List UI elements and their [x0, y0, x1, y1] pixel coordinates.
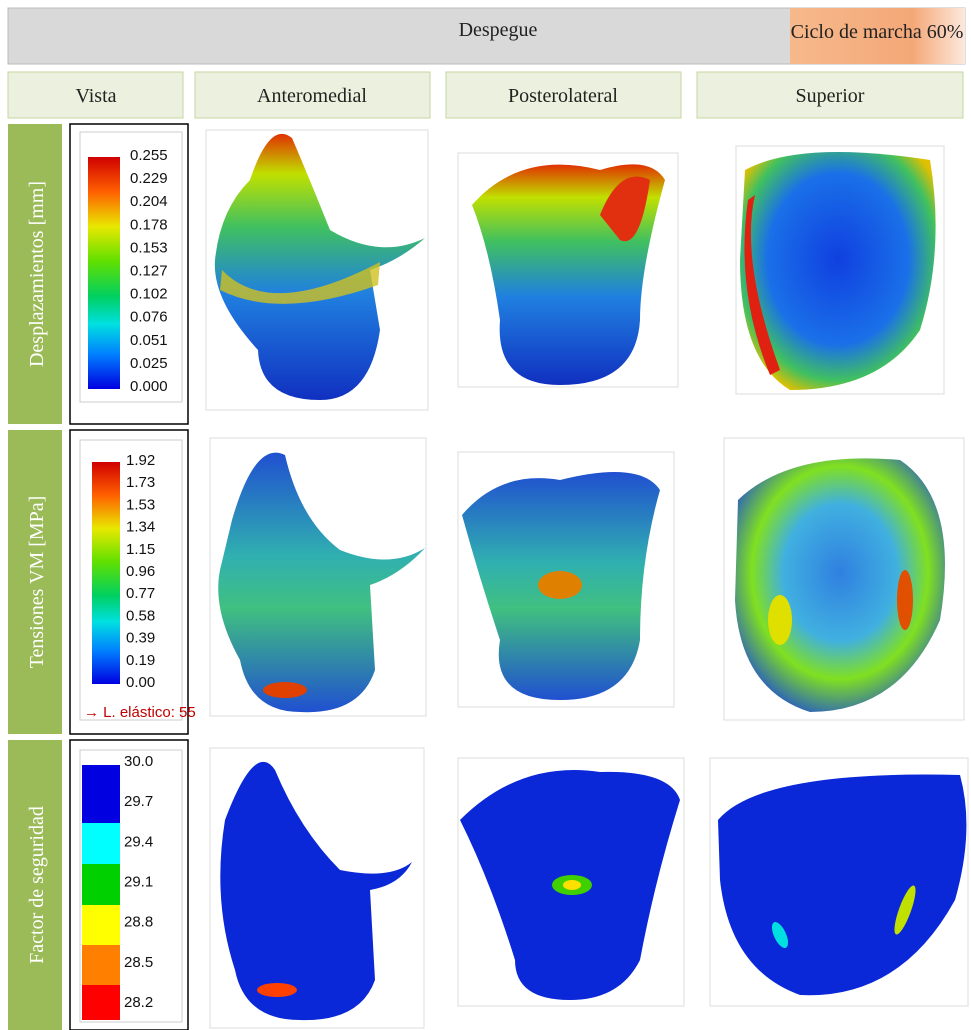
legend-tick-label: 0.051	[130, 332, 168, 349]
legend-tick-label: 29.1	[124, 873, 153, 890]
legend-tick-label: 1.15	[126, 541, 155, 558]
legend-tick-label: 0.178	[130, 216, 168, 233]
header-title: Despegue	[459, 19, 538, 41]
column-header: Posterolateral	[508, 85, 618, 107]
legend-tick-label: 0.076	[130, 309, 168, 326]
legend-tick-label: 1.34	[126, 519, 155, 536]
legend-tick-label: 0.39	[126, 630, 155, 647]
header-badge: Ciclo de marcha 60%	[791, 21, 964, 43]
legend-tick-label: 30.0	[124, 753, 153, 770]
legend-tick-label: 0.96	[126, 563, 155, 580]
row-label: Desplazamientos [mm]	[26, 181, 48, 367]
figure: Despegue Ciclo de marcha 60% Vista Anter…	[0, 0, 971, 1030]
column-header: Anteromedial	[257, 85, 367, 107]
color-bar	[88, 157, 120, 389]
color-bar	[92, 462, 120, 684]
legend-tick-label: 29.4	[124, 833, 153, 850]
row-label: Factor de seguridad	[26, 806, 48, 964]
legend-tick-label: 29.7	[124, 793, 153, 810]
legend-tick-label: 0.58	[126, 607, 155, 624]
legend-tick-label: 0.19	[126, 652, 155, 669]
legend-tick-label: 0.204	[130, 193, 168, 210]
discrete-color-bar	[82, 765, 120, 1020]
legend-tick-label: 28.8	[124, 914, 153, 931]
column-header: Superior	[796, 85, 865, 107]
legend-tick-label: 0.153	[130, 239, 168, 256]
legend-tick-label: 0.229	[130, 170, 168, 187]
legend-box	[70, 124, 188, 424]
legend-tick-label: 28.5	[124, 954, 153, 971]
legend-tick-label: 28.2	[124, 994, 153, 1011]
legend-tick-label: 1.73	[126, 474, 155, 491]
legend-tick-label: 0.255	[130, 147, 168, 164]
row-label: Tensiones VM [MPa]	[26, 496, 48, 669]
legend-tick-label: 0.000	[130, 378, 168, 395]
legend-tick-label: 1.53	[126, 496, 155, 513]
legend-tick-label: 1.92	[126, 452, 155, 469]
legend-tick-label: 0.102	[130, 286, 168, 303]
legend-tick-label: 0.77	[126, 585, 155, 602]
legend-tick-label: 0.00	[126, 674, 155, 691]
legend-tick-label: 0.025	[130, 355, 168, 372]
legend-tick-label: 0.127	[130, 262, 168, 279]
column-header: Vista	[75, 85, 116, 107]
legend-note: → L. elástico: 55	[84, 704, 196, 721]
